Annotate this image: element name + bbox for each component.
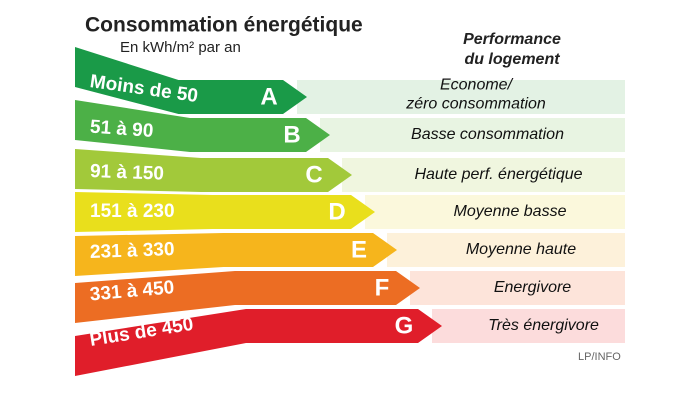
performance-header: du logement (464, 51, 560, 68)
grade-arrow (75, 192, 375, 232)
description-band (297, 80, 625, 114)
description: Econome/ (440, 77, 514, 94)
grade-letter: C (305, 161, 322, 188)
grade-letter: F (375, 274, 390, 301)
description: Moyenne haute (466, 241, 576, 258)
grade-arrow (75, 233, 397, 276)
grade-letter: G (395, 312, 414, 339)
description: Très énergivore (488, 317, 599, 334)
range-label: 91 à 150 (90, 161, 165, 185)
description-band (410, 271, 625, 305)
grade-arrow (75, 309, 442, 376)
performance-header: Performance (463, 31, 561, 48)
range-label: 231 à 330 (90, 239, 175, 263)
description: Moyenne basse (454, 203, 567, 220)
grade-arrow (75, 149, 352, 192)
description-band (432, 309, 625, 343)
description-band (342, 158, 625, 192)
grade-arrow (75, 47, 307, 114)
range-label: 51 à 90 (89, 117, 154, 142)
description-band (387, 233, 625, 267)
grade-arrow (75, 271, 420, 323)
grade-letter: B (283, 121, 300, 148)
grade-letter: A (260, 83, 277, 110)
grade-letter: D (328, 198, 345, 225)
range-label: 151 à 230 (90, 201, 175, 222)
description: Basse consommation (411, 126, 564, 143)
grade-arrow (75, 100, 330, 152)
description-band (320, 118, 625, 152)
description-band (365, 195, 625, 229)
subtitle: En kWh/m² par an (120, 39, 241, 56)
description: Energivore (494, 279, 571, 296)
description: zéro consommation (405, 96, 546, 113)
rows: Moins de 50 A Econome/zéro consommation51 … (75, 47, 625, 376)
source: LP/INFO (578, 351, 621, 363)
title: Consommation énergétique (85, 14, 363, 37)
grade-letter: E (351, 236, 367, 263)
description: Haute perf. énergétique (414, 166, 582, 183)
